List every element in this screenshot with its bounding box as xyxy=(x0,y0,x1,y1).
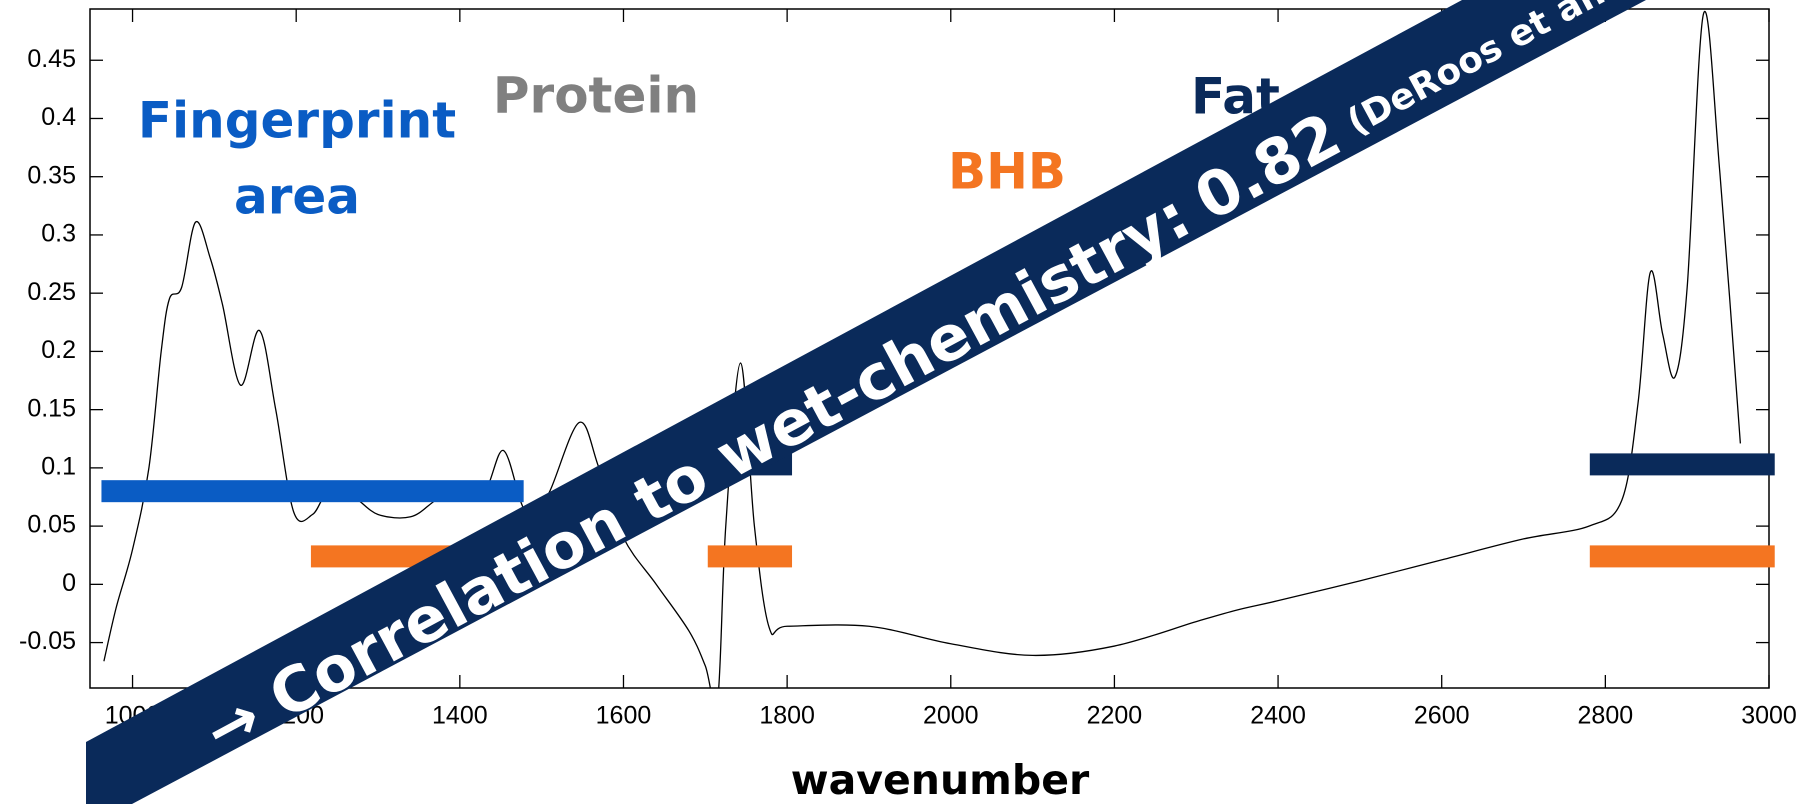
y-tick-label: 0.15 xyxy=(27,394,76,422)
y-tick-label: 0 xyxy=(62,569,76,597)
x-tick-label: 2200 xyxy=(1087,702,1143,730)
x-tick-label: 1600 xyxy=(596,702,652,730)
banner xyxy=(86,0,1646,804)
x-tick-label: 3000 xyxy=(1741,702,1797,730)
x-tick-label: 2000 xyxy=(923,702,979,730)
x-axis-label: wavenumber xyxy=(791,756,1090,804)
annotation-label: Protein xyxy=(493,67,699,125)
annotation-label: Fingerprint xyxy=(138,92,456,150)
range-bar xyxy=(101,480,524,503)
y-tick-label: 0.35 xyxy=(27,161,76,189)
banner-claim: → Correlation to wet-chemistry: xyxy=(193,179,1202,768)
y-tick-label: 0.45 xyxy=(27,45,76,73)
x-tick-label: 2400 xyxy=(1250,702,1306,730)
x-tick-label: 1400 xyxy=(432,702,488,730)
x-tick-label: 2800 xyxy=(1578,702,1634,730)
y-tick-label: 0.2 xyxy=(41,336,76,364)
range-bar xyxy=(1589,545,1775,568)
range-bar xyxy=(1589,453,1775,476)
range-bar xyxy=(707,545,793,568)
y-tick-label: 0.1 xyxy=(41,452,76,480)
x-tick-label: 1800 xyxy=(759,702,815,730)
annotation-label: BHB xyxy=(948,143,1066,201)
y-tick-label: 0.3 xyxy=(41,220,76,248)
y-tick-label: -0.05 xyxy=(19,627,76,655)
annotation-label: area xyxy=(234,168,360,226)
y-tick-label: 0.25 xyxy=(27,278,76,306)
y-tick-label: 0.05 xyxy=(27,511,76,539)
x-tick-label: 2600 xyxy=(1414,702,1470,730)
plot-frame xyxy=(89,8,1770,689)
y-tick-label: 0.4 xyxy=(41,103,76,131)
